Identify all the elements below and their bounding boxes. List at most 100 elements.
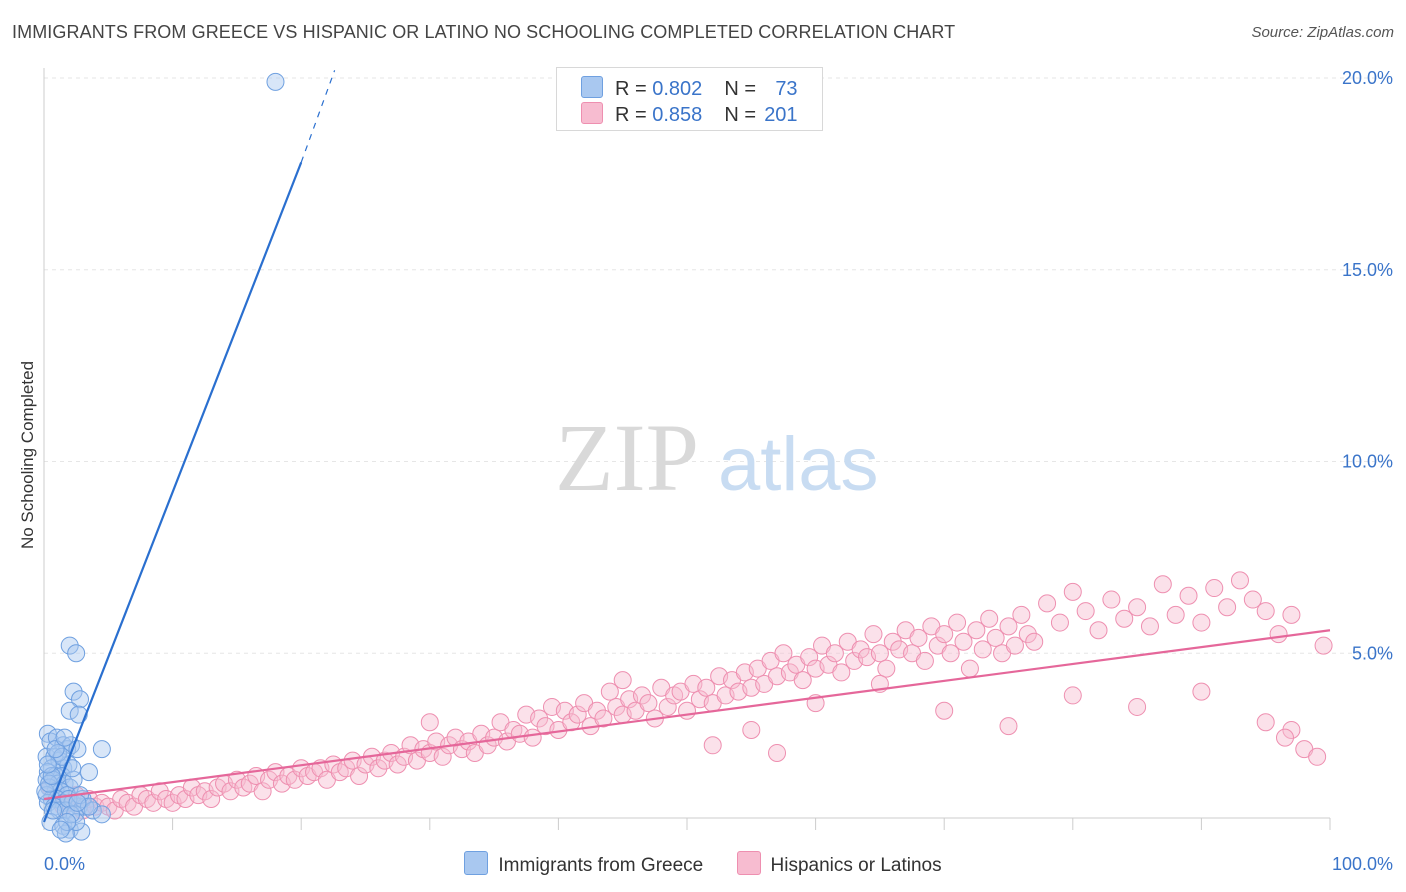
y-tick-labels: 5.0% 10.0% 15.0% 20.0% <box>1342 68 1393 663</box>
hispanic-point <box>980 609 999 628</box>
hispanic-point <box>1269 625 1288 644</box>
hispanic-point <box>388 755 407 774</box>
hispanic-point <box>877 659 896 678</box>
hispanic-point <box>1308 747 1327 766</box>
legend-label-hispanics: Hispanics or Latinos <box>770 855 942 876</box>
hispanic-point <box>1153 575 1172 594</box>
hispanic-point <box>594 709 613 728</box>
x-ticks <box>43 818 1331 830</box>
trend-lines <box>42 70 1331 823</box>
n-value: 73 <box>775 78 798 100</box>
hispanic-point <box>420 713 439 732</box>
greece-point <box>47 728 66 747</box>
trend-line-greece-extension <box>300 70 336 163</box>
n-label: N = <box>724 78 762 100</box>
hispanic-point <box>1076 602 1095 621</box>
hispanic-point <box>1256 713 1275 732</box>
n-label: N = <box>724 104 762 126</box>
trend-line-greece <box>42 161 303 823</box>
greece-point <box>69 705 88 724</box>
hispanic-point <box>369 759 388 778</box>
greece-point <box>92 740 111 759</box>
greece-point <box>80 763 99 782</box>
watermark: ZIP atlas <box>555 404 879 511</box>
chart-title: IMMIGRANTS FROM GREECE VS HISPANIC OR LA… <box>12 22 956 42</box>
y-tick-label: 5.0% <box>1352 643 1393 663</box>
hispanic-point <box>613 671 632 690</box>
greece-point <box>64 770 83 789</box>
hispanic-point <box>774 644 793 663</box>
hispanic-point <box>973 640 992 659</box>
greece-point <box>64 682 83 701</box>
hispanic-point <box>587 701 606 720</box>
hispanic-point <box>1218 598 1237 617</box>
hispanic-point <box>632 686 651 705</box>
hispanic-point <box>253 782 272 801</box>
hispanic-point <box>851 640 870 659</box>
greece-point <box>68 793 87 812</box>
hispanic-point <box>1128 697 1147 716</box>
greece-point <box>60 701 79 720</box>
hispanic-point <box>935 701 954 720</box>
y-tick-label: 15.0% <box>1342 260 1393 280</box>
hispanic-point <box>935 625 954 644</box>
legend-label-greece: Immigrants from Greece <box>498 855 704 876</box>
hispanic-point <box>999 617 1018 636</box>
hispanic-point <box>1089 621 1108 640</box>
hispanic-point <box>1282 605 1301 624</box>
hispanic-point <box>1038 594 1057 613</box>
hispanic-point <box>1192 682 1211 701</box>
gridlines <box>44 77 1390 654</box>
greece-point <box>42 766 61 785</box>
hispanic-point <box>864 625 883 644</box>
greece-point <box>67 644 86 663</box>
hispanic-point <box>967 621 986 640</box>
watermark-zip: ZIP <box>555 404 699 511</box>
hispanic-point <box>870 644 889 663</box>
correlation-legend: R = 0.802 N = 73 R = 0.858 N = 201 <box>556 67 823 131</box>
hispanic-point <box>986 628 1005 647</box>
greece-point <box>60 636 79 655</box>
hispanic-point <box>703 736 722 755</box>
series-hispanics-points <box>41 571 1333 820</box>
legend-item-greece: Immigrants from Greece <box>464 851 703 877</box>
trend-line-hispanics <box>43 629 1331 801</box>
hispanic-point <box>999 717 1018 736</box>
y-tick-label: 20.0% <box>1342 68 1393 88</box>
hispanic-point <box>1063 686 1082 705</box>
greece-point <box>266 72 285 91</box>
x-tick-label: 100.0% <box>1332 854 1393 874</box>
r-value: 0.858 <box>652 104 703 126</box>
x-tick-label: 0.0% <box>44 854 85 874</box>
hispanic-point <box>800 648 819 667</box>
series-legend: Immigrants from Greece Hispanics or Lati… <box>0 851 1406 877</box>
hispanic-point <box>1205 579 1224 598</box>
legend-swatch-greece <box>464 851 489 875</box>
hispanic-point <box>915 651 934 670</box>
greece-point <box>58 812 77 831</box>
hispanic-point <box>658 697 677 716</box>
hispanic-point <box>1230 571 1249 590</box>
greece-point <box>71 690 90 709</box>
r-label: R = <box>615 104 653 126</box>
hispanic-point <box>742 720 761 739</box>
n-value: 201 <box>764 104 798 126</box>
r-value: 0.802 <box>652 78 703 100</box>
hispanic-point <box>1018 625 1037 644</box>
hispanic-point <box>941 644 960 663</box>
hispanic-point <box>948 613 967 632</box>
watermark-atlas: atlas <box>718 422 879 507</box>
hispanic-point <box>568 705 587 724</box>
r-label: R = <box>615 78 653 100</box>
hispanic-point <box>1102 590 1121 609</box>
hispanic-point <box>1275 728 1294 747</box>
hispanic-point <box>1192 613 1211 632</box>
hispanic-point <box>960 659 979 678</box>
legend-swatch-hispanics <box>581 102 603 124</box>
hispanic-point <box>1012 605 1031 624</box>
hispanic-point <box>825 644 844 663</box>
chart-source: Source: ZipAtlas.com <box>1251 24 1394 41</box>
hispanic-point <box>883 632 902 651</box>
hispanic-point <box>600 682 619 701</box>
